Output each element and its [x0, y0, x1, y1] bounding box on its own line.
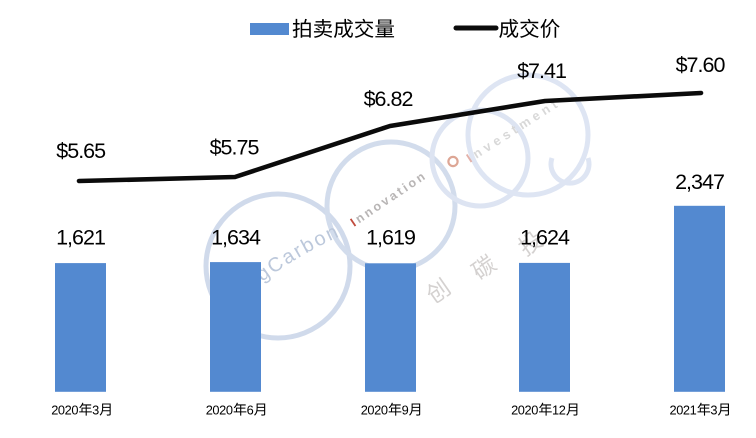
svg-text:$5.75: $5.75	[210, 135, 260, 159]
svg-text:6: 6	[247, 403, 254, 418]
svg-text:$5.65: $5.65	[56, 139, 106, 163]
svg-text:$6.82: $6.82	[364, 87, 413, 111]
svg-text:1,624: 1,624	[520, 226, 570, 250]
svg-text:12: 12	[552, 403, 566, 418]
svg-text:2020: 2020	[511, 403, 538, 418]
svg-text:1,634: 1,634	[211, 226, 261, 250]
svg-text:1,619: 1,619	[366, 226, 415, 250]
svg-text:3: 3	[710, 403, 717, 418]
svg-text:1,621: 1,621	[56, 226, 105, 250]
svg-text:3: 3	[92, 403, 99, 418]
svg-text:2020: 2020	[361, 403, 388, 418]
svg-text:$7.60: $7.60	[676, 53, 726, 77]
svg-text:2020: 2020	[206, 403, 233, 418]
svg-text:2021: 2021	[670, 403, 697, 418]
svg-text:$7.41: $7.41	[517, 59, 566, 83]
svg-text:2020: 2020	[51, 403, 78, 418]
svg-text:9: 9	[402, 403, 409, 418]
svg-text:2,347: 2,347	[675, 170, 724, 194]
